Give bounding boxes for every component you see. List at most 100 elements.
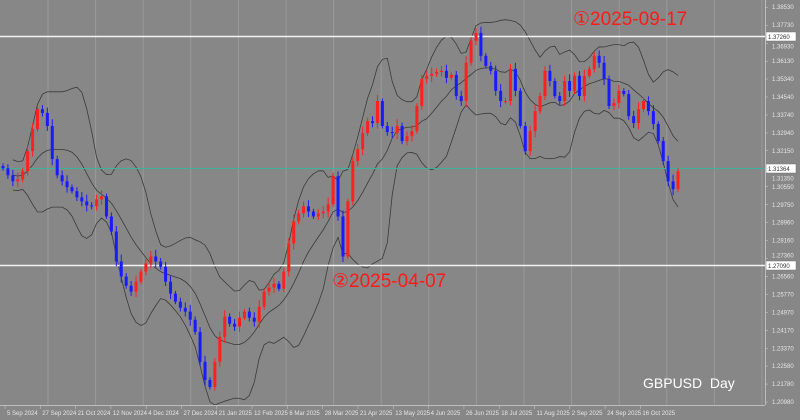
candle-bullish [257, 306, 261, 322]
candle-bearish [80, 197, 84, 202]
price-axis[interactable]: 1.38530 1.37730 1.36930 1.36130 1.35340 1.345… [765, 5, 794, 406]
candle-bearish [55, 159, 59, 176]
candle-bullish [415, 105, 419, 132]
candle-bullish [26, 151, 30, 172]
candle-bullish [242, 311, 246, 318]
candle-bullish [16, 179, 20, 182]
y-tick-label: 1.28960 [772, 221, 794, 227]
candle-bullish [297, 213, 301, 222]
x-tick-label: 26 Jun 2025 [466, 411, 500, 417]
candle-bullish [366, 121, 370, 134]
candle-bullish [464, 62, 468, 102]
candle-bearish [523, 126, 527, 152]
x-tick-label: 24 Sep 2025 [607, 411, 642, 417]
x-tick-label: 13 May 2025 [395, 411, 430, 417]
price-tag-label: 1.27090 [768, 264, 790, 270]
candle-bearish [632, 116, 636, 124]
y-tick-label: 1.34540 [772, 95, 794, 101]
candle-bullish [410, 131, 414, 137]
candle-bearish [459, 96, 463, 102]
candle-bullish [587, 68, 591, 76]
candle-bearish [577, 75, 581, 97]
vertical-grid [47, 0, 763, 405]
candle-bearish [622, 90, 626, 95]
candle-bearish [124, 276, 128, 286]
candle-bullish [405, 136, 409, 142]
candle-bearish [656, 123, 660, 142]
candle-bearish [306, 206, 310, 212]
candle-bullish [617, 90, 621, 104]
candle-bullish [430, 73, 434, 76]
candle-bullish [504, 101, 508, 103]
horizontal-lines[interactable]: 1.37260 1.31364 1.27090 [0, 31, 797, 271]
candle-bullish [218, 336, 222, 362]
candle-bullish [321, 211, 325, 214]
candle-bearish [104, 196, 108, 217]
candle-bearish [568, 81, 572, 91]
candle-bullish [528, 131, 532, 152]
candle-bearish [513, 68, 517, 91]
annotation-high-date: ①2025-09-17 [573, 9, 687, 30]
candle-bullish [213, 361, 217, 387]
candle-bearish [164, 266, 168, 282]
candle-bullish [316, 213, 320, 217]
y-tick-label: 1.35340 [772, 77, 794, 83]
candle-bullish [637, 109, 641, 124]
candle-bullish [469, 40, 473, 63]
time-axis[interactable]: 5 Sep 2024 27 Sep 2024 21 Oct 2024 12 Nov 2… [4, 405, 676, 417]
y-tick-label: 1.32150 [772, 149, 794, 155]
x-tick-label: 11 Aug 2025 [537, 411, 571, 417]
y-tick-label: 1.24970 [772, 310, 794, 316]
candle-bearish [173, 293, 177, 302]
candle-bullish [272, 283, 276, 288]
candle-bearish [277, 283, 281, 289]
x-tick-label: 18 Jul 2025 [501, 411, 533, 417]
y-tick-label: 1.36930 [772, 45, 794, 51]
y-tick-label: 1.28160 [772, 239, 794, 245]
candle-bearish [6, 168, 10, 176]
candle-bearish [548, 70, 552, 81]
x-tick-label: 6 Mar 2025 [289, 411, 320, 417]
candle-bullish [435, 72, 439, 74]
candle-bearish [129, 285, 133, 292]
candle-bearish [252, 317, 256, 322]
candle-bullish [144, 263, 148, 272]
candle-bullish [223, 316, 227, 337]
candle-bullish [237, 317, 241, 327]
x-tick-label: 4 Dec 2024 [148, 411, 179, 417]
candle-bullish [573, 75, 577, 91]
candle-bearish [114, 231, 118, 262]
candle-bearish [11, 175, 15, 182]
candle-bearish [193, 319, 197, 332]
candle-bullish [134, 281, 138, 292]
symbol-timeframe-label: GBPUSD Day [643, 375, 735, 391]
candle-bullish [449, 74, 453, 78]
candle-bullish [31, 129, 35, 152]
y-tick-label: 1.33740 [772, 113, 794, 119]
bollinger-lower-band [12, 104, 679, 406]
y-tick-label: 1.25770 [772, 292, 794, 298]
candle-bearish [484, 55, 488, 66]
bollinger-bands [12, 19, 679, 406]
x-tick-label: 28 Mar 2025 [325, 411, 359, 417]
candles [1, 26, 680, 391]
candle-bullish [356, 149, 360, 162]
bollinger-middle-band [12, 67, 679, 346]
candle-bullish [351, 161, 355, 202]
price-tag-label: 1.37260 [768, 35, 790, 41]
candle-bearish [65, 181, 69, 188]
candle-bearish [198, 331, 202, 362]
candle-bullish [375, 101, 379, 124]
candle-bullish [420, 78, 424, 106]
y-tick-label: 1.30550 [772, 185, 794, 191]
candle-bullish [287, 243, 291, 272]
candle-bearish [75, 191, 79, 198]
candle-bearish [188, 311, 192, 320]
candle-bullish [474, 32, 478, 41]
candle-bullish [543, 70, 547, 97]
candle-bullish [425, 75, 429, 79]
x-tick-label: 2 Sep 2025 [572, 411, 603, 417]
candle-bullish [508, 68, 512, 102]
candle-bearish [1, 166, 5, 169]
